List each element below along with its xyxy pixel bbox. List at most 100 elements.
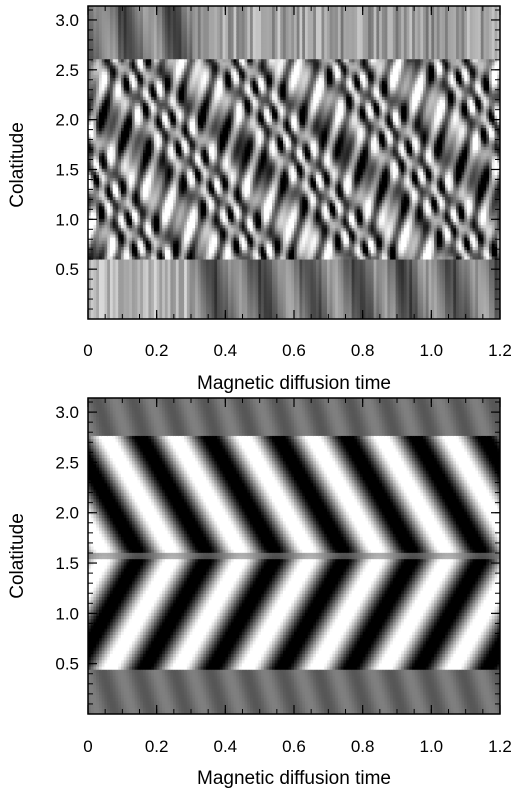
heatmap-cell	[126, 62, 130, 67]
heatmap-cell	[112, 49, 117, 54]
heatmap-cell	[123, 293, 128, 298]
heatmap-cell	[93, 15, 97, 20]
heatmap-cell	[129, 71, 133, 76]
heatmap-cell	[98, 109, 103, 114]
heatmap-cell	[112, 275, 117, 279]
heatmap-cell	[112, 159, 117, 164]
heatmap-cell	[123, 103, 128, 107]
heatmap-cell	[126, 212, 130, 217]
heatmap-cell	[88, 300, 92, 304]
heatmap-cell	[93, 9, 97, 13]
heatmap-cell	[112, 106, 117, 110]
heatmap-cell	[131, 62, 136, 67]
heatmap-cell	[90, 96, 95, 101]
heatmap-cell	[101, 221, 106, 226]
heatmap-cell	[115, 240, 119, 245]
heatmap-cell	[123, 156, 128, 160]
heatmap-cell	[123, 187, 128, 192]
heatmap-cell	[88, 74, 92, 79]
heatmap-cell	[112, 190, 117, 195]
heatmap-cell	[88, 71, 92, 76]
heatmap-cell	[88, 103, 92, 107]
heatmap-cell	[107, 49, 111, 54]
heatmap-cell	[115, 293, 119, 298]
heatmap-cell	[109, 181, 114, 186]
heatmap-cell	[115, 65, 119, 70]
heatmap-cell	[104, 228, 108, 232]
heatmap-cell	[88, 84, 92, 88]
heatmap-cell	[123, 68, 128, 73]
heatmap-cell	[109, 153, 114, 157]
heatmap-cell	[112, 247, 117, 251]
heatmap-cell	[93, 106, 97, 110]
heatmap-cell	[88, 278, 92, 283]
heatmap-cell	[131, 268, 136, 273]
heatmap-cell	[112, 74, 117, 79]
heatmap-cell	[107, 93, 111, 98]
heatmap-cell	[123, 203, 128, 207]
heatmap-cell	[104, 21, 108, 26]
heatmap-cell	[109, 162, 114, 167]
heatmap-cell	[93, 203, 97, 207]
heatmap-cell	[107, 178, 111, 182]
heatmap-cell	[118, 68, 122, 73]
heatmap-cell	[129, 306, 133, 311]
heatmap-cell	[107, 190, 111, 195]
heatmap-cell	[101, 153, 106, 157]
heatmap-cell	[93, 312, 97, 317]
heatmap-cell	[120, 221, 125, 226]
heatmap-cell	[126, 112, 130, 117]
heatmap-cell	[126, 143, 130, 148]
heatmap-cell	[126, 134, 130, 139]
heatmap-cell	[118, 77, 122, 82]
heatmap-cell	[96, 231, 100, 236]
heatmap-cell	[107, 112, 111, 117]
heatmap-cell	[90, 231, 95, 236]
heatmap-cell	[90, 268, 95, 273]
heatmap-cell	[88, 178, 92, 182]
heatmap-cell	[90, 134, 95, 139]
heatmap-cell	[90, 149, 95, 154]
heatmap-cell	[112, 34, 117, 38]
heatmap-cell	[118, 56, 122, 60]
heatmap-cell	[93, 162, 97, 167]
heatmap-cell	[90, 43, 95, 48]
heatmap-cell	[96, 137, 100, 142]
heatmap-cell	[90, 300, 95, 304]
heatmap-cell	[112, 87, 117, 92]
heatmap-cell	[90, 143, 95, 148]
heatmap-cell	[120, 52, 125, 57]
heatmap-cell	[98, 165, 103, 170]
heatmap-cell	[129, 149, 133, 154]
heatmap-cell	[126, 118, 130, 123]
heatmap-cell	[115, 146, 119, 151]
heatmap-cell	[118, 93, 122, 98]
heatmap-cell	[93, 303, 97, 308]
heatmap-cell	[118, 37, 122, 42]
heatmap-cell	[112, 234, 117, 239]
heatmap-cell	[118, 165, 122, 170]
heatmap-cell	[101, 168, 106, 173]
heatmap-cell	[129, 140, 133, 145]
heatmap-cell	[118, 112, 122, 117]
heatmap-cell	[118, 262, 122, 267]
heatmap-cell	[120, 287, 125, 292]
heatmap-cell	[115, 93, 119, 98]
heatmap-cell	[118, 59, 122, 63]
heatmap-cell	[118, 250, 122, 254]
heatmap-cell	[98, 156, 103, 160]
heatmap-cell	[129, 128, 133, 132]
heatmap-cell	[96, 128, 100, 132]
heatmap-cell	[129, 243, 133, 248]
heatmap-cell	[101, 43, 106, 48]
heatmap-cell	[126, 303, 130, 308]
heatmap-cell	[101, 112, 106, 117]
heatmap-cell	[131, 131, 136, 135]
heatmap-cell	[90, 6, 95, 10]
heatmap-cell	[101, 300, 106, 304]
heatmap-cell	[101, 140, 106, 145]
heatmap-cell	[126, 240, 130, 245]
heatmap-cell	[101, 259, 106, 264]
heatmap-cell	[126, 74, 130, 79]
heatmap-cell	[115, 162, 119, 167]
